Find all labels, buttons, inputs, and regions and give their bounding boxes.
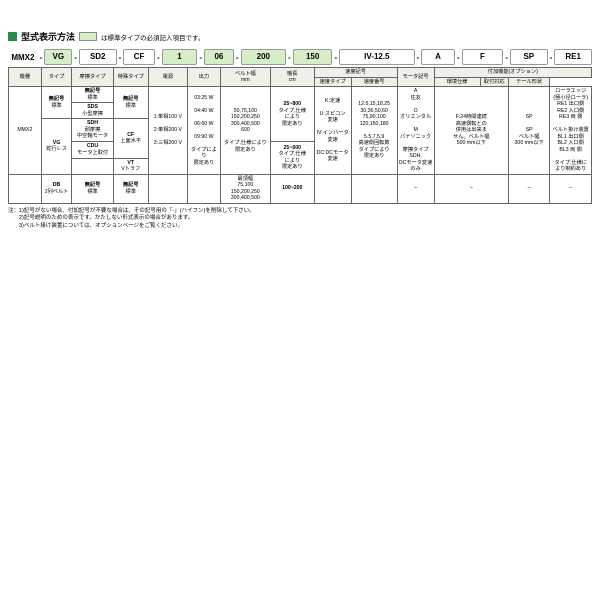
legend-swatch — [79, 32, 97, 41]
footnotes: 注：1)記号がない場合、付加記号が不要な場合は、その記号用の「-」(ハイフン)を… — [8, 208, 592, 231]
model-string: MMX2-VG-SD2-CF-1-06-200-150-IV-12.5-A-F-… — [8, 49, 592, 65]
spec-table: 機種タイプ摩擦タイプ特殊タイプ電源出力ベルト幅mm機長cm速度記号モータ記号付加… — [8, 67, 592, 204]
title-marker — [8, 32, 17, 41]
legend-text: は標準タイプの必須記入項目です。 — [101, 32, 204, 42]
section-title: 型式表示方法 — [21, 30, 75, 43]
